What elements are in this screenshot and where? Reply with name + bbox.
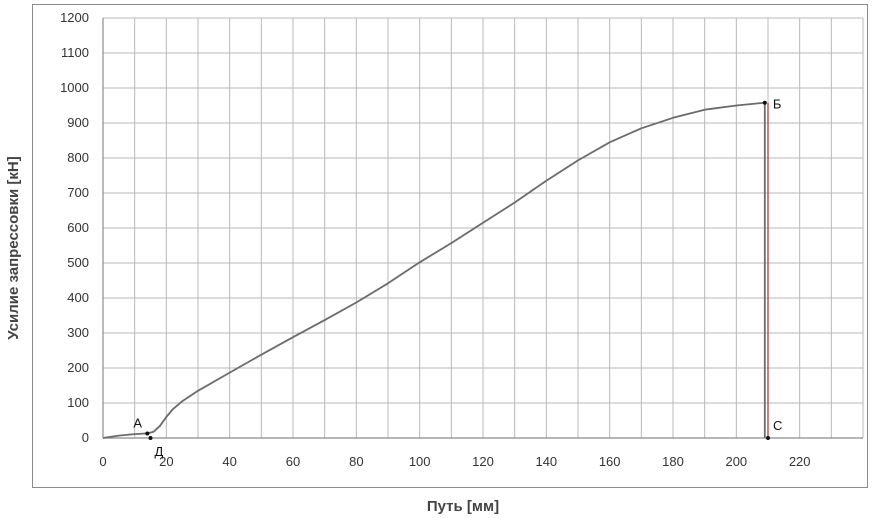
x-tick-label: 0 bbox=[99, 454, 106, 469]
annotation-label: Д bbox=[155, 444, 164, 459]
annotation-label: А bbox=[133, 415, 142, 430]
y-tick-label: 200 bbox=[67, 360, 89, 375]
x-tick-label: 100 bbox=[409, 454, 431, 469]
annotation-point bbox=[762, 100, 767, 105]
x-tick-label: 40 bbox=[222, 454, 236, 469]
x-tick-label: 180 bbox=[662, 454, 684, 469]
x-tick-label: 220 bbox=[789, 454, 811, 469]
y-tick-label: 500 bbox=[67, 255, 89, 270]
annotation-label: Б bbox=[773, 97, 782, 112]
y-tick-label: 300 bbox=[67, 325, 89, 340]
y-tick-label: 700 bbox=[67, 185, 89, 200]
chart-frame bbox=[32, 4, 868, 488]
x-tick-label: 120 bbox=[472, 454, 494, 469]
annotations: АД Б С bbox=[133, 97, 782, 459]
y-tick-label: 1000 bbox=[60, 80, 89, 95]
x-axis-label: Путь [мм] bbox=[427, 498, 499, 515]
annotation-label: С bbox=[773, 418, 782, 433]
x-tick-label: 200 bbox=[725, 454, 747, 469]
annotation-point bbox=[766, 436, 770, 440]
x-tick-label: 60 bbox=[286, 454, 300, 469]
x-tick-label: 140 bbox=[535, 454, 557, 469]
y-tick-label: 900 bbox=[67, 115, 89, 130]
y-tick-label: 100 bbox=[67, 395, 89, 410]
y-tick-label: 1200 bbox=[60, 10, 89, 25]
series bbox=[102, 101, 769, 439]
x-tick-labels: 0 20 40 60 80 100 120 140 160 180 200 220 bbox=[99, 454, 810, 469]
x-tick-label: 160 bbox=[599, 454, 621, 469]
y-tick-label: 600 bbox=[67, 220, 89, 235]
grid bbox=[103, 17, 864, 439]
annotation-point bbox=[145, 431, 150, 436]
y-tick-label: 400 bbox=[67, 290, 89, 305]
axes bbox=[102, 18, 863, 439]
y-tick-label: 1100 bbox=[61, 45, 89, 60]
y-tick-label: 0 bbox=[82, 430, 89, 445]
annotation-point bbox=[148, 436, 153, 440]
y-axis-label: Усилие запрессовки [кН] bbox=[5, 156, 22, 339]
series-line bbox=[102, 101, 766, 439]
y-tick-label: 800 bbox=[67, 150, 89, 165]
x-tick-label: 80 bbox=[349, 454, 363, 469]
y-tick-labels: 0 100 200 300 400 500 600 700 800 900 1000 1100 1200 bbox=[60, 10, 89, 445]
x-tick-label: 20 bbox=[159, 454, 173, 469]
